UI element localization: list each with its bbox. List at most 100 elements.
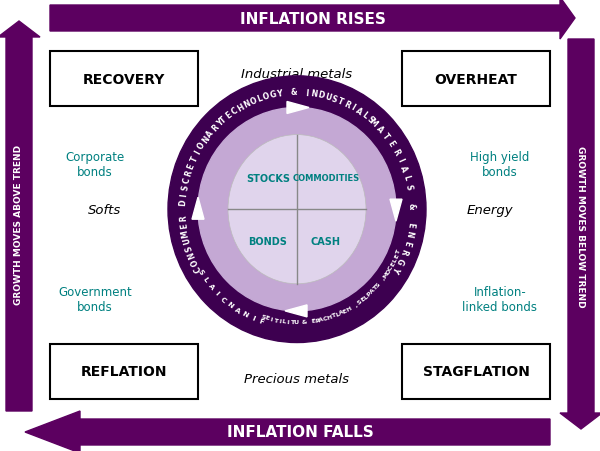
Text: &: & [290, 88, 297, 97]
Text: N: N [242, 99, 252, 110]
Text: L: L [334, 311, 340, 317]
Text: R: R [343, 99, 352, 110]
Text: L: L [360, 110, 370, 120]
Text: I: I [395, 157, 405, 163]
Text: S: S [365, 115, 375, 125]
Text: T: T [331, 313, 336, 318]
Text: R: R [314, 317, 320, 323]
Text: I: I [305, 88, 309, 97]
Text: Inflation-
linked bonds: Inflation- linked bonds [463, 285, 538, 313]
Text: M: M [180, 228, 190, 238]
Text: U: U [323, 92, 332, 102]
Polygon shape [285, 305, 307, 317]
Text: R: R [179, 215, 188, 221]
Text: OVERHEAT: OVERHEAT [434, 72, 517, 86]
Text: E: E [265, 315, 270, 321]
Text: I: I [193, 149, 202, 156]
Text: S: S [260, 313, 266, 320]
Text: ,: , [353, 301, 358, 307]
Text: I: I [350, 103, 357, 112]
Text: G: G [395, 255, 406, 265]
Text: R: R [391, 147, 401, 156]
Text: E: E [186, 162, 196, 170]
Text: I: I [251, 315, 256, 322]
Text: Y: Y [391, 264, 401, 273]
Text: Softs: Softs [88, 203, 122, 216]
Polygon shape [192, 198, 204, 220]
Text: E: E [342, 307, 348, 314]
Text: D: D [179, 199, 188, 206]
Text: &: & [406, 202, 416, 209]
Text: H: H [236, 102, 246, 113]
Text: A: A [205, 129, 216, 138]
Text: M: M [382, 271, 390, 279]
Text: L: L [281, 318, 286, 324]
Polygon shape [50, 0, 575, 40]
Text: Corporate
bonds: Corporate bonds [65, 151, 125, 179]
Text: T: T [337, 96, 345, 106]
Text: R: R [398, 247, 409, 256]
Text: N: N [226, 301, 235, 309]
Text: GROWTH MOVES BELOW TREND: GROWTH MOVES BELOW TREND [577, 146, 586, 307]
Text: S: S [184, 244, 194, 252]
Text: A: A [369, 287, 376, 295]
Text: N: N [187, 250, 197, 259]
Text: I: I [287, 319, 289, 324]
Text: A: A [338, 309, 344, 316]
Text: L: L [202, 276, 209, 283]
Ellipse shape [168, 77, 426, 343]
Bar [50, 52, 198, 107]
Text: E: E [179, 222, 189, 229]
Text: Precious metals: Precious metals [245, 373, 349, 386]
Text: BONDS: BONDS [248, 236, 287, 246]
Text: C: C [323, 315, 328, 321]
Polygon shape [390, 200, 402, 222]
Text: O: O [385, 267, 392, 275]
Text: I: I [214, 290, 220, 296]
Text: C: C [230, 106, 239, 117]
Text: INFLATION RISES: INFLATION RISES [239, 11, 385, 27]
Text: O: O [196, 140, 207, 151]
Text: C: C [388, 264, 394, 271]
Text: CASH: CASH [311, 236, 341, 246]
Text: T: T [273, 317, 278, 322]
Polygon shape [25, 411, 550, 451]
Text: T: T [290, 319, 294, 324]
Text: E: E [359, 296, 366, 303]
Text: T: T [219, 115, 229, 125]
Text: S: S [356, 299, 363, 305]
Ellipse shape [198, 108, 396, 311]
Text: Industrial metals: Industrial metals [241, 69, 353, 81]
Text: I: I [269, 316, 273, 322]
Text: Government
bonds: Government bonds [58, 285, 132, 313]
Text: H: H [345, 305, 352, 312]
Text: Y: Y [215, 117, 226, 128]
Text: A: A [234, 306, 242, 314]
Text: N: N [200, 134, 211, 145]
Text: M: M [367, 117, 379, 129]
Text: O: O [248, 96, 258, 107]
Text: INFLATION FALLS: INFLATION FALLS [227, 424, 373, 440]
Text: A: A [319, 316, 324, 322]
Text: E: E [224, 110, 234, 120]
Polygon shape [287, 102, 309, 114]
Text: U: U [294, 319, 299, 325]
Text: L: L [401, 174, 412, 181]
Polygon shape [560, 40, 600, 429]
Bar [50, 344, 198, 399]
Text: High yield
bonds: High yield bonds [470, 151, 530, 179]
Text: ,: , [381, 276, 386, 281]
Text: T: T [380, 131, 391, 141]
Text: L: L [256, 94, 263, 104]
Text: A: A [207, 282, 215, 290]
Text: N: N [404, 229, 414, 237]
Text: E: E [311, 318, 316, 323]
Text: REFLATION: REFLATION [81, 365, 167, 379]
Text: D: D [317, 90, 325, 100]
Text: T: T [395, 249, 401, 255]
Text: R: R [210, 123, 221, 133]
Bar [402, 52, 550, 107]
Text: R: R [184, 169, 194, 177]
Text: E: E [389, 260, 396, 267]
Text: F: F [259, 318, 265, 325]
